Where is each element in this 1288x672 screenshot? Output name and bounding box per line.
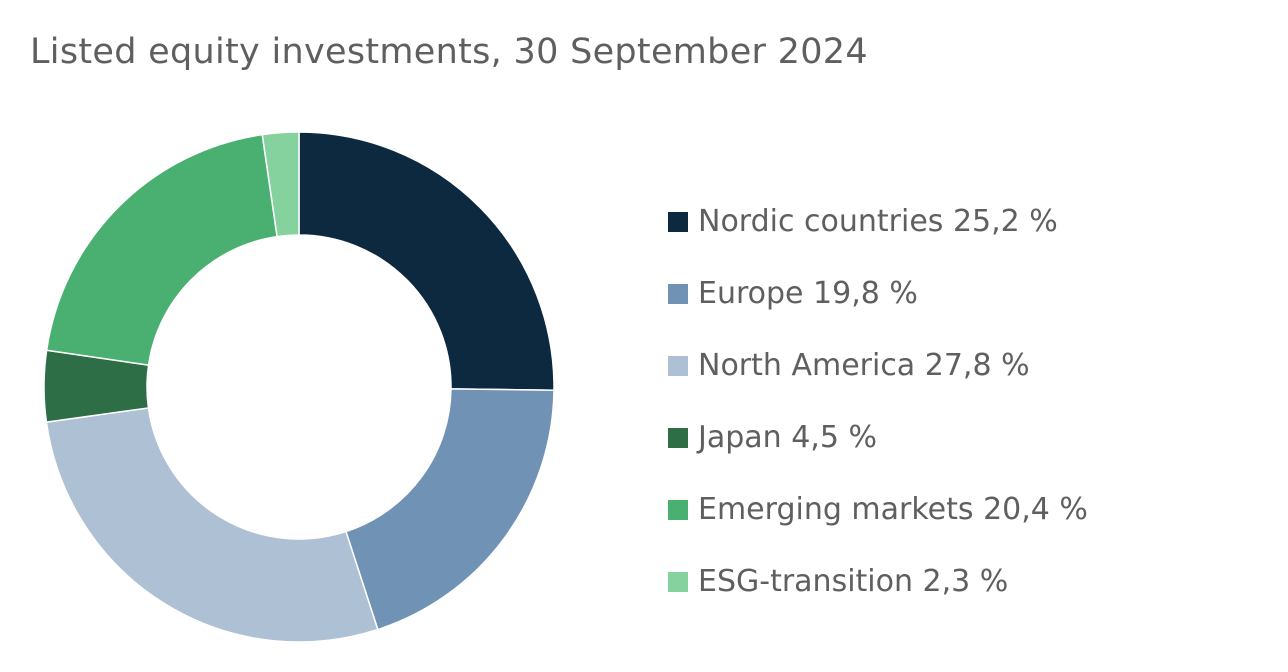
legend-label: North America 27,8 % (698, 351, 1030, 381)
donut-slice-europe (345, 388, 555, 631)
legend-label: Japan 4,5 % (698, 423, 877, 453)
legend-item: Nordic countries 25,2 % (668, 186, 1088, 258)
legend-item: North America 27,8 % (668, 330, 1088, 402)
legend-item: Japan 4,5 % (668, 402, 1088, 474)
legend-value: 27,8 % (924, 348, 1030, 383)
legend-series-name: Japan (698, 420, 782, 455)
donut-slice-esg-transition (261, 131, 300, 238)
legend-swatch (668, 500, 688, 520)
donut-slices (43, 131, 555, 643)
legend-series-name: ESG-transition (698, 564, 913, 599)
legend-swatch (668, 428, 688, 448)
donut-slice-emerging-markets (45, 133, 278, 366)
legend-label: Emerging markets 20,4 % (698, 495, 1088, 525)
legend-item: Emerging markets 20,4 % (668, 474, 1088, 546)
legend-swatch (668, 356, 688, 376)
legend-series-name: Emerging markets (698, 492, 974, 527)
legend-swatch (668, 572, 688, 592)
legend-value: 2,3 % (922, 564, 1009, 599)
legend-label: Nordic countries 25,2 % (698, 207, 1058, 237)
legend-series-name: North America (698, 348, 916, 383)
legend-swatch (668, 284, 688, 304)
donut-slice-north-america (45, 407, 379, 643)
legend-item: ESG-transition 2,3 % (668, 546, 1088, 618)
legend-value: 19,8 % (813, 276, 918, 311)
legend-value: 20,4 % (983, 492, 1088, 527)
legend-label: ESG-transition 2,3 % (698, 567, 1008, 597)
legend: Nordic countries 25,2 % Europe 19,8 % Nort… (668, 186, 1088, 618)
legend-value: 4,5 % (791, 420, 877, 455)
donut-slice-nordic-countries (298, 131, 555, 391)
legend-label: Europe 19,8 % (698, 279, 918, 309)
legend-swatch (668, 212, 688, 232)
legend-series-name: Nordic countries (698, 204, 944, 239)
legend-series-name: Europe (698, 276, 804, 311)
legend-value: 25,2 % (952, 204, 1058, 239)
chart-title: Listed equity investments, 30 September … (30, 32, 868, 72)
legend-item: Europe 19,8 % (668, 258, 1088, 330)
